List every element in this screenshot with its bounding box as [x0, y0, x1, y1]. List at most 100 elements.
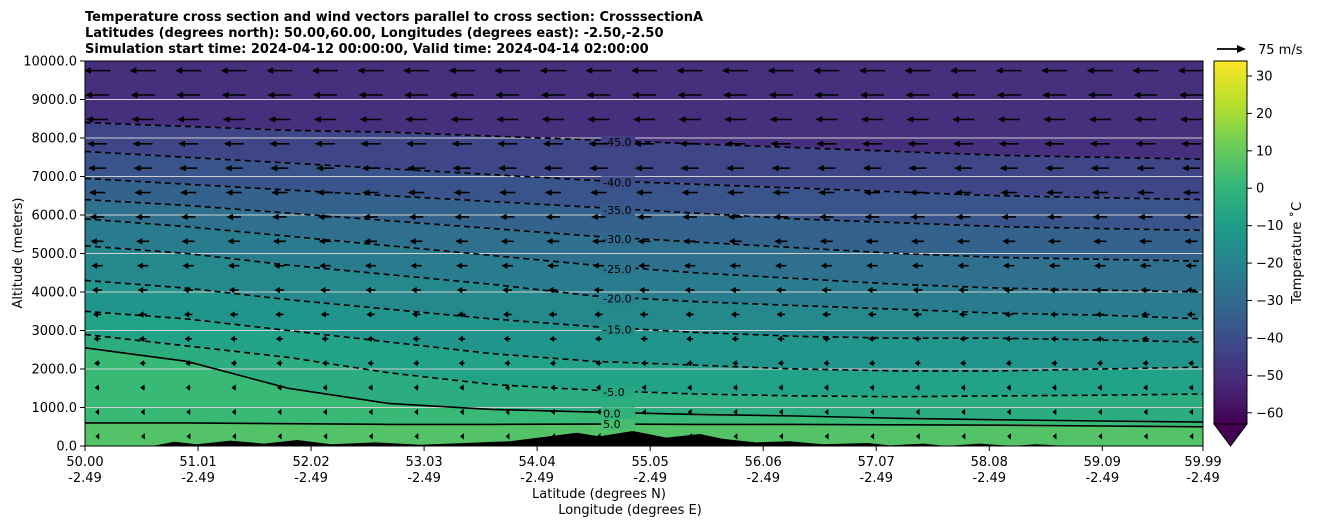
wind-vector-head — [778, 408, 783, 416]
wind-vector-head — [547, 286, 554, 294]
wind-vector-head — [413, 384, 418, 391]
wind-vector-head — [913, 335, 919, 343]
wind-vector-head — [726, 189, 734, 196]
x-tick-label-longitude: -2.49 — [407, 471, 441, 486]
wind-vector-head — [321, 335, 327, 343]
wind-vector-head — [684, 286, 691, 294]
wind-vector-head — [457, 311, 463, 318]
wind-vector-head — [870, 433, 875, 440]
wind-vector-head — [357, 67, 365, 74]
wind-vector-head — [768, 91, 776, 99]
wind-vector-head — [1143, 433, 1148, 440]
wind-vector-head — [495, 91, 503, 99]
colorbar-body — [1213, 60, 1248, 425]
wind-vector-head — [364, 262, 371, 269]
wind-vector-head — [777, 335, 782, 343]
wind-vector-head — [273, 262, 280, 269]
wind-vector-head — [1005, 360, 1011, 367]
wind-vector-head — [277, 433, 282, 440]
wind-vector-head — [132, 140, 140, 147]
wind-vector-head — [413, 360, 418, 367]
wind-vector-head — [869, 360, 874, 367]
wind-vector-head — [679, 140, 687, 147]
wind-vector-head — [909, 189, 917, 196]
wind-vector-head — [772, 189, 780, 196]
wind-vector-head — [819, 238, 827, 245]
wind-vector-head — [585, 67, 593, 74]
wind-vector-head — [779, 433, 783, 440]
wind-vector-head — [723, 91, 731, 99]
wind-vector-head — [223, 140, 231, 147]
wind-vector-head — [953, 140, 961, 147]
wind-vector-head — [180, 213, 188, 221]
contour-label: -40.0 — [603, 176, 631, 189]
wind-vector-head — [1139, 262, 1146, 269]
wind-vector-head — [686, 335, 691, 343]
wind-vector-head — [961, 408, 966, 416]
wind-vector-head — [1050, 311, 1056, 318]
wind-vector-head — [1048, 262, 1055, 269]
wind-vector-head — [1137, 189, 1145, 196]
wind-vector-head — [87, 164, 95, 172]
wind-vector-head — [277, 408, 282, 416]
wind-vector-head — [915, 408, 920, 416]
wind-vector-head — [134, 189, 142, 196]
wind-vector-head — [904, 67, 912, 74]
temperature-band — [85, 311, 1203, 397]
wind-vector-head — [731, 335, 737, 343]
wind-vector-head — [956, 238, 963, 245]
wind-vector-head — [267, 91, 275, 99]
x-tick-label-latitude: 59.99 — [1184, 455, 1221, 470]
wind-vector-head — [728, 238, 735, 245]
quiver-key: 75 m/s — [1217, 43, 1303, 58]
wind-vector-head — [724, 116, 732, 123]
wind-vector-head — [269, 140, 277, 147]
colorbar-tick-label: −10 — [1256, 219, 1283, 234]
contour-label-bg — [601, 386, 636, 399]
contour-label: -35.0 — [603, 204, 631, 217]
wind-vector-head — [1178, 91, 1186, 99]
wind-vector-head — [505, 408, 510, 416]
wind-vector-head — [458, 335, 463, 343]
wind-vector-head — [91, 262, 98, 269]
wind-vector-head — [870, 408, 874, 416]
wind-vector-head — [635, 189, 643, 196]
contour-label-bg — [601, 176, 636, 189]
wind-vector-head — [732, 384, 737, 391]
x-tick-label-latitude: 58.08 — [971, 455, 1008, 470]
wind-vector-head — [360, 140, 368, 147]
wind-vector-head — [688, 433, 692, 440]
wind-vector-head — [1142, 360, 1147, 367]
wind-vector-head — [499, 213, 507, 221]
wind-vector-head — [634, 164, 642, 172]
wind-vector-head — [860, 116, 868, 123]
wind-vector-head — [315, 164, 323, 172]
wind-vector-head — [638, 262, 645, 269]
wind-vector-head — [1094, 262, 1101, 269]
wind-vector-head — [1187, 335, 1193, 343]
wind-vector-head — [729, 262, 736, 269]
contour-label-bg — [601, 407, 636, 420]
wind-vector-head — [954, 189, 962, 196]
temperature-band — [85, 122, 1203, 200]
wind-vector-head — [907, 140, 915, 147]
wind-vector-head — [362, 189, 370, 196]
wind-vector-head — [955, 213, 963, 221]
wind-vector-head — [997, 116, 1005, 123]
wind-vector-head — [1003, 286, 1010, 294]
y-tick-label: 1000.0 — [32, 401, 78, 416]
wind-vector-head — [268, 116, 276, 123]
wind-vector-head — [94, 384, 99, 391]
wind-vector-head — [504, 360, 509, 367]
colorbar-extend-min — [1213, 423, 1248, 447]
wind-vector-head — [1185, 262, 1192, 269]
wind-vector-head — [686, 360, 692, 367]
wind-vector-head — [1001, 213, 1009, 221]
contour-line — [85, 333, 1203, 398]
wind-vector-head — [411, 311, 417, 318]
wind-vector-head — [1095, 311, 1101, 318]
wind-vector-head — [183, 286, 189, 294]
wind-vector-head — [1089, 140, 1097, 147]
wind-vector-head — [139, 360, 145, 367]
wind-vector-head — [186, 433, 191, 440]
